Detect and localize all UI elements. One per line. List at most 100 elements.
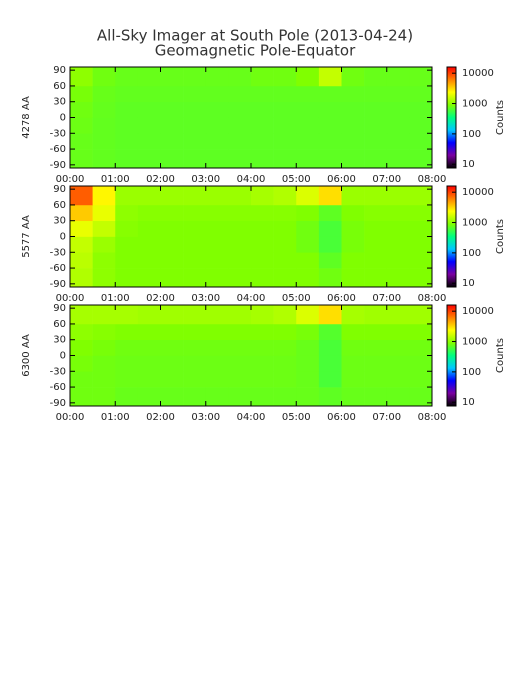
heatmap-cell (364, 236, 388, 253)
heatmap-cell (341, 101, 365, 118)
heatmap-cell (296, 355, 320, 372)
heatmap-cell (92, 305, 116, 325)
heatmap-cell (251, 117, 274, 134)
heatmap-cell (228, 67, 252, 87)
heatmap-cell (228, 85, 252, 103)
heatmap-cell (183, 101, 207, 118)
heatmap-cell (251, 355, 274, 372)
heatmap-cell (251, 268, 274, 288)
heatmap-cell (341, 133, 365, 150)
x-tick-label: 02:00 (146, 412, 175, 423)
heatmap-cell (205, 149, 229, 169)
x-tick-label: 08:00 (418, 412, 447, 423)
heatmap-cell (296, 186, 320, 206)
heatmap-cell (341, 186, 365, 206)
heatmap-cell (183, 268, 207, 288)
heatmap-cell (228, 323, 252, 341)
heatmap-cell (409, 186, 433, 206)
heatmap-cell (318, 305, 342, 325)
heatmap-cell (137, 220, 161, 237)
heatmap-cell (386, 101, 410, 118)
x-tick-label: 04:00 (237, 412, 266, 423)
x-tick-label: 05:00 (282, 174, 311, 185)
heatmap-cell (251, 204, 274, 222)
heatmap-cell (228, 133, 252, 150)
heatmap-cell (364, 85, 388, 103)
heatmap-cell (137, 186, 161, 206)
heatmap-cell (160, 186, 184, 206)
heatmap-cell (205, 236, 229, 253)
heatmap-cell (205, 339, 229, 356)
heatmap-cell (273, 220, 297, 237)
heatmap-cell (386, 371, 410, 388)
heatmap-cell (386, 355, 410, 372)
heatmap-cell (137, 101, 161, 118)
heatmap-cell (183, 186, 207, 206)
heatmap-cell (160, 339, 184, 356)
colorbar (446, 185, 457, 288)
heatmap-cell (205, 133, 229, 150)
heatmap-cell (115, 186, 139, 206)
heatmap-cell (183, 305, 207, 325)
heatmap-cell (364, 323, 388, 341)
colorbar-label: Counts (495, 100, 506, 135)
heatmap-cell (205, 85, 229, 103)
heatmap-cell (228, 268, 252, 288)
heatmap-cell (137, 236, 161, 253)
heatmap-cell (137, 268, 161, 288)
heatmap-cell (205, 101, 229, 118)
heatmap-cell (137, 85, 161, 103)
heatmap-cell (160, 355, 184, 372)
heatmap-cell (115, 268, 139, 288)
heatmap-cell (70, 268, 93, 288)
heatmap-cell (409, 133, 433, 150)
x-tick-label: 02:00 (146, 174, 175, 185)
heatmap-cell (137, 67, 161, 87)
heatmap-cell (251, 236, 274, 253)
heatmap-cell (296, 85, 320, 103)
heatmap-cell (183, 236, 207, 253)
heatmap-cell (228, 339, 252, 356)
heatmap-cell (386, 133, 410, 150)
colorbar-tick-label: 10000 (462, 187, 494, 198)
heatmap-cell (251, 323, 274, 341)
heatmap-cell (296, 204, 320, 222)
heatmap-cell (251, 387, 274, 407)
y-tick-label: -30 (50, 366, 66, 377)
heatmap-cell (70, 149, 93, 169)
heatmap-cell (386, 204, 410, 222)
heatmap-cell (183, 117, 207, 134)
y-tick-label: -90 (50, 398, 66, 409)
heatmap-cell (70, 85, 93, 103)
heatmap-cell (273, 149, 297, 169)
heatmap-cell (92, 133, 116, 150)
colorbar-tick-label: 10000 (462, 306, 494, 317)
heatmap-cell (318, 371, 342, 388)
heatmap-cell (137, 117, 161, 134)
heatmap-cell (137, 305, 161, 325)
heatmap-cell (318, 204, 342, 222)
heatmap-cell (341, 355, 365, 372)
heatmap-cell (137, 252, 161, 269)
heatmap-cell (273, 85, 297, 103)
heatmap-cell (115, 149, 139, 169)
heatmap-cell (364, 355, 388, 372)
heatmap-cell (205, 117, 229, 134)
heatmap-cell (273, 204, 297, 222)
heatmap-cell (386, 117, 410, 134)
x-tick-label: 01:00 (101, 412, 130, 423)
chart-subtitle: Geomagnetic Pole-Equator (155, 42, 356, 60)
heatmap-cell (205, 387, 229, 407)
heatmap-cell (318, 339, 342, 356)
heatmap-cell (318, 101, 342, 118)
heatmap-cell (364, 268, 388, 288)
heatmap-cell (228, 204, 252, 222)
heatmap-cell (318, 387, 342, 407)
heatmap-cell (92, 85, 116, 103)
heatmap-cell (341, 323, 365, 341)
heatmap-cell (273, 387, 297, 407)
heatmap-cell (183, 204, 207, 222)
heatmap-cell (296, 339, 320, 356)
x-tick-label: 02:00 (146, 293, 175, 304)
heatmap-cell (386, 67, 410, 87)
